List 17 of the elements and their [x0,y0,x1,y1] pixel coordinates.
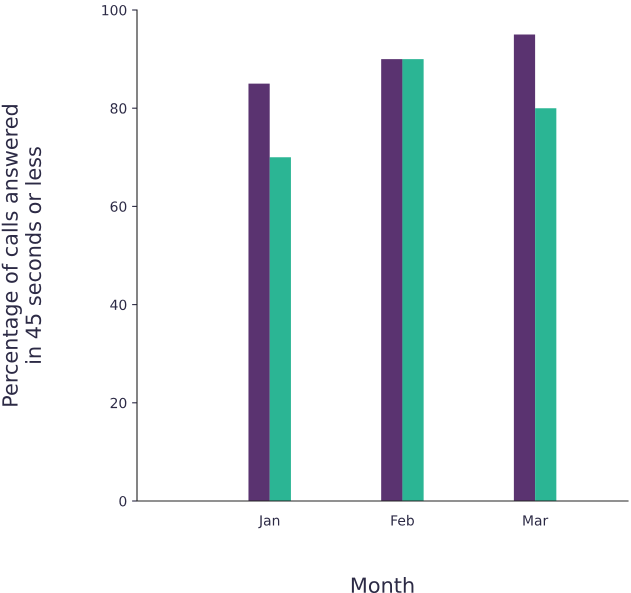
y-axis-title: Percentage of calls answered in 45 seconds or less [2,105,42,406]
x-tick-label: Jan [258,515,280,528]
y-tick-label: 60 [110,201,126,212]
y-tick-label: 80 [110,103,126,114]
x-tick-label: Feb [391,514,414,526]
bar [402,59,424,501]
y-tick-label: 40 [110,300,126,310]
x-axis-title: Month [352,576,414,593]
bar [514,34,536,501]
x-tick-label: Mar [523,515,548,526]
bar [381,59,402,501]
y-tick-label: 0 [119,496,126,506]
bar [248,84,270,501]
bar [270,157,291,501]
y-tick-label: 100 [102,4,126,16]
y-tick-label: 20 [110,398,126,408]
bar [535,108,556,501]
